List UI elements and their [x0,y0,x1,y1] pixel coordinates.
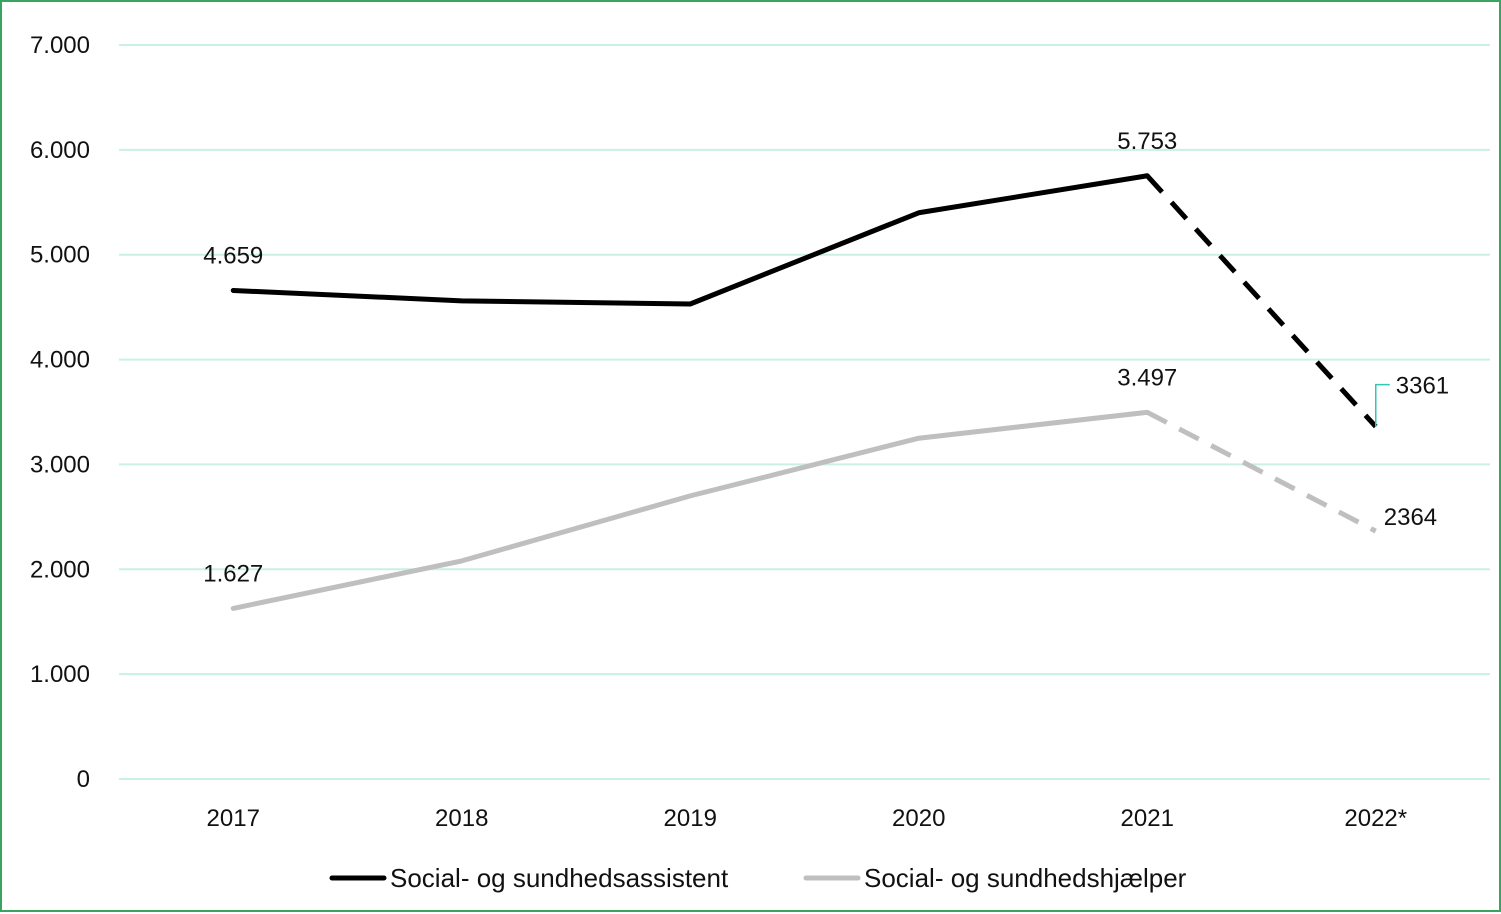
legend-label: Social- og sundhedshjælper [864,863,1187,893]
y-tick-label: 6.000 [30,137,90,164]
legend-label: Social- og sundhedsassistent [390,863,729,893]
series-line-2 [230,409,1150,611]
x-axis-tick-labels: 2017 2018 2019 2020 2021 2022* [207,805,1408,832]
series-line-2-projection [1146,410,1377,534]
data-label: 2364 [1384,504,1437,531]
series-line-1-projection [1145,174,1378,429]
data-label: 3361 [1396,373,1449,400]
x-tick-label: 2018 [435,805,488,832]
x-tick-label: 2017 [207,805,260,832]
data-label: 3.497 [1117,364,1177,391]
y-tick-label: 4.000 [30,347,90,374]
data-label: 5.753 [1117,128,1177,155]
data-label: 1.627 [203,560,263,587]
gridlines [119,44,1490,780]
y-tick-label: 1.000 [30,661,90,688]
x-tick-label: 2020 [892,805,945,832]
x-tick-label: 2022* [1344,805,1407,832]
x-tick-label: 2021 [1121,805,1174,832]
y-tick-label: 5.000 [30,242,90,269]
legend: Social- og sundhedsassistent Social- og s… [329,863,1187,893]
series-lines [230,173,1378,611]
y-tick-label: 0 [77,766,90,793]
series-line-1 [230,173,1150,307]
y-tick-label: 3.000 [30,451,90,478]
y-axis-tick-labels: 0 1.000 2.000 3.000 4.000 5.000 6.000 7.000 [30,32,90,793]
x-tick-label: 2019 [664,805,717,832]
label-leader-line [1375,383,1390,427]
y-tick-label: 2.000 [30,556,90,583]
data-labels: 4.659 5.753 3361 1.627 3.497 2364 [203,128,1449,588]
y-tick-label: 7.000 [30,32,90,59]
data-label: 4.659 [203,242,263,269]
